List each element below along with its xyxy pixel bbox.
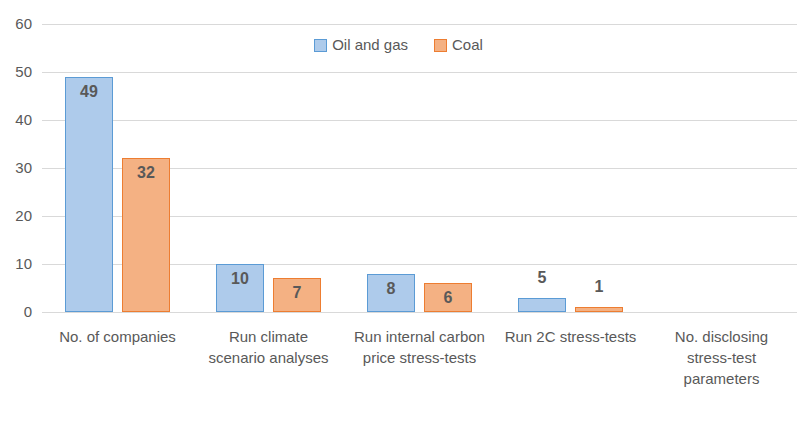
bar-column: 6 bbox=[424, 24, 472, 312]
x-category-label: No. of companies bbox=[42, 326, 193, 389]
category-slot: 86 bbox=[344, 24, 495, 312]
plot-area: 49321078651 bbox=[42, 24, 797, 312]
y-tick-label: 40 bbox=[0, 112, 32, 128]
bar-column bbox=[669, 24, 717, 312]
bar-column: 32 bbox=[122, 24, 170, 312]
bar-value-label: 49 bbox=[59, 83, 119, 101]
bar-column: 10 bbox=[216, 24, 264, 312]
bar-oil-and-gas bbox=[65, 77, 113, 312]
bar-value-label: 5 bbox=[512, 269, 572, 287]
bar-value-label: 32 bbox=[116, 164, 176, 182]
bar-oil-and-gas bbox=[518, 298, 566, 312]
bar-column: 8 bbox=[367, 24, 415, 312]
category-slot bbox=[646, 24, 797, 312]
x-category-label: No. disclosing stress-test parameters bbox=[646, 326, 797, 389]
x-category-label: Run 2C stress-tests bbox=[495, 326, 646, 389]
y-tick-label: 30 bbox=[0, 160, 32, 176]
bar-column: 1 bbox=[575, 24, 623, 312]
y-tick-label: 0 bbox=[0, 304, 32, 320]
bar-value-label: 1 bbox=[569, 278, 629, 296]
x-category-label: Run climate scenario analyses bbox=[193, 326, 344, 389]
x-category-label: Run internal carbon price stress-tests bbox=[344, 326, 495, 389]
bar-value-label: 7 bbox=[267, 284, 327, 302]
category-slot: 51 bbox=[495, 24, 646, 312]
category-slot: 4932 bbox=[42, 24, 193, 312]
bar-column bbox=[726, 24, 774, 312]
bar-column: 49 bbox=[65, 24, 113, 312]
y-tick-label: 20 bbox=[0, 208, 32, 224]
y-tick-label: 10 bbox=[0, 256, 32, 272]
bar-chart: Oil and gas Coal 49321078651 No. of comp… bbox=[0, 0, 797, 440]
x-axis-labels: No. of companiesRun climate scenario ana… bbox=[42, 326, 797, 389]
bar-value-label: 6 bbox=[418, 289, 478, 307]
y-tick-label: 50 bbox=[0, 64, 32, 80]
bar-value-label: 10 bbox=[210, 270, 270, 288]
bar-column: 7 bbox=[273, 24, 321, 312]
category-slot: 107 bbox=[193, 24, 344, 312]
y-tick-label: 60 bbox=[0, 16, 32, 32]
bar-coal bbox=[575, 307, 623, 312]
bar-column: 5 bbox=[518, 24, 566, 312]
bar-value-label: 8 bbox=[361, 280, 421, 298]
